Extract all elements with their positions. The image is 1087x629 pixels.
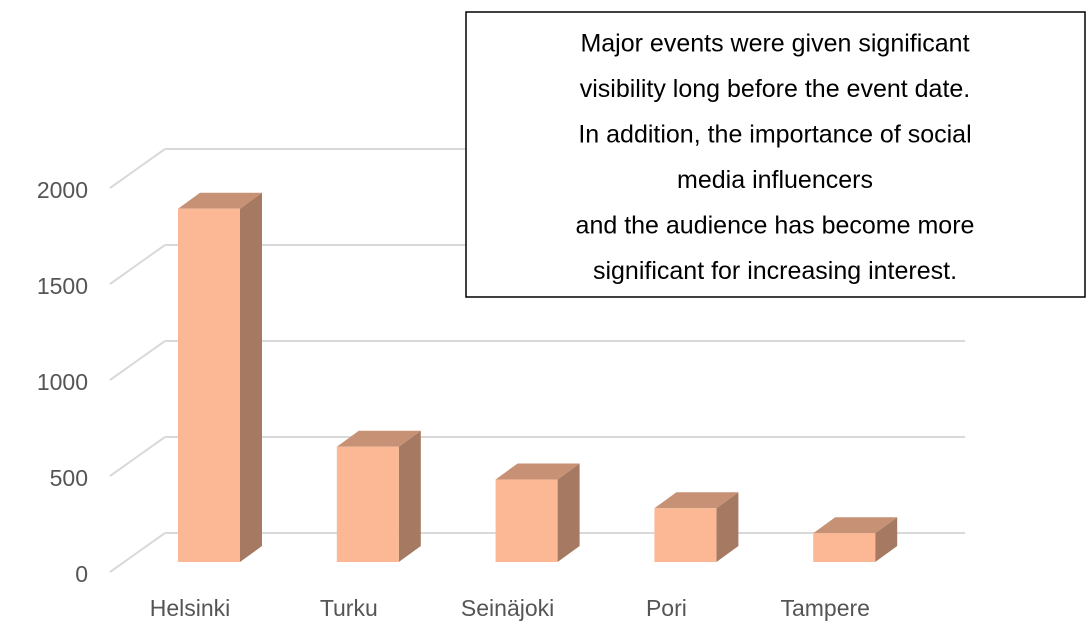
grid-line: [109, 244, 166, 285]
x-tick-label: Turku: [320, 595, 378, 621]
annotation: Major events were given significant visib…: [576, 30, 975, 286]
bar-side: [240, 192, 262, 562]
bar-top: [336, 430, 421, 447]
y-tick-label: 1000: [37, 369, 88, 395]
bar: [336, 446, 399, 562]
y-tick-label: 500: [50, 465, 88, 491]
annotation-box: [465, 11, 1086, 298]
annotation-line: Major events were given significant: [580, 30, 969, 58]
bar-side: [398, 430, 421, 562]
annotation-line: In addition, the importance of social: [578, 121, 971, 149]
bar-top: [178, 192, 262, 209]
bar-top: [495, 463, 580, 480]
grid-line: [109, 532, 166, 573]
x-tick-label: Helsinki: [150, 595, 231, 621]
bar-top: [654, 492, 739, 509]
grid-line: [109, 436, 166, 477]
annotation-line: and the audience has become more: [576, 212, 975, 240]
x-tick-label: Pori: [646, 595, 687, 621]
bar: [495, 479, 558, 562]
annotation-line: significant for increasing interest.: [593, 257, 957, 285]
grid-line: [109, 340, 166, 381]
bar: [178, 208, 240, 562]
x-tick-label: Seinäjoki: [461, 595, 554, 621]
bar-top: [813, 517, 898, 534]
bar-side: [716, 492, 739, 562]
y-tick-label: 2000: [37, 177, 88, 203]
bars: Helsinki Turku Seinäjoki Pori Tampere: [150, 192, 898, 621]
bar-side: [875, 517, 898, 562]
y-tick-label: 1500: [37, 273, 88, 299]
annotation-line: visibility long before the event date.: [580, 75, 971, 103]
y-tick-label: 0: [75, 561, 88, 587]
grid-line: [109, 148, 166, 189]
x-tick-label: Tampere: [780, 595, 869, 621]
bar: [654, 508, 717, 562]
annotation-line: media influencers: [677, 166, 873, 194]
bar: [813, 533, 876, 562]
bar-side: [557, 463, 580, 562]
